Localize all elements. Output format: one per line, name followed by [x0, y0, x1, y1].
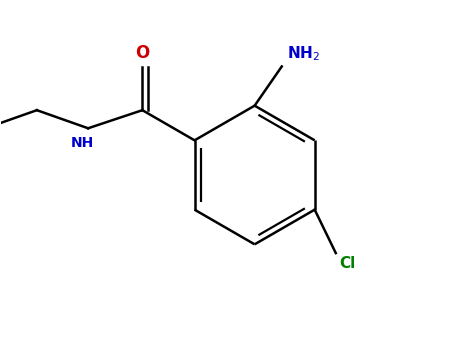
Text: Cl: Cl [339, 256, 355, 271]
Text: NH$_2$: NH$_2$ [287, 45, 319, 63]
Text: O: O [135, 44, 150, 62]
Text: NH: NH [71, 135, 94, 149]
